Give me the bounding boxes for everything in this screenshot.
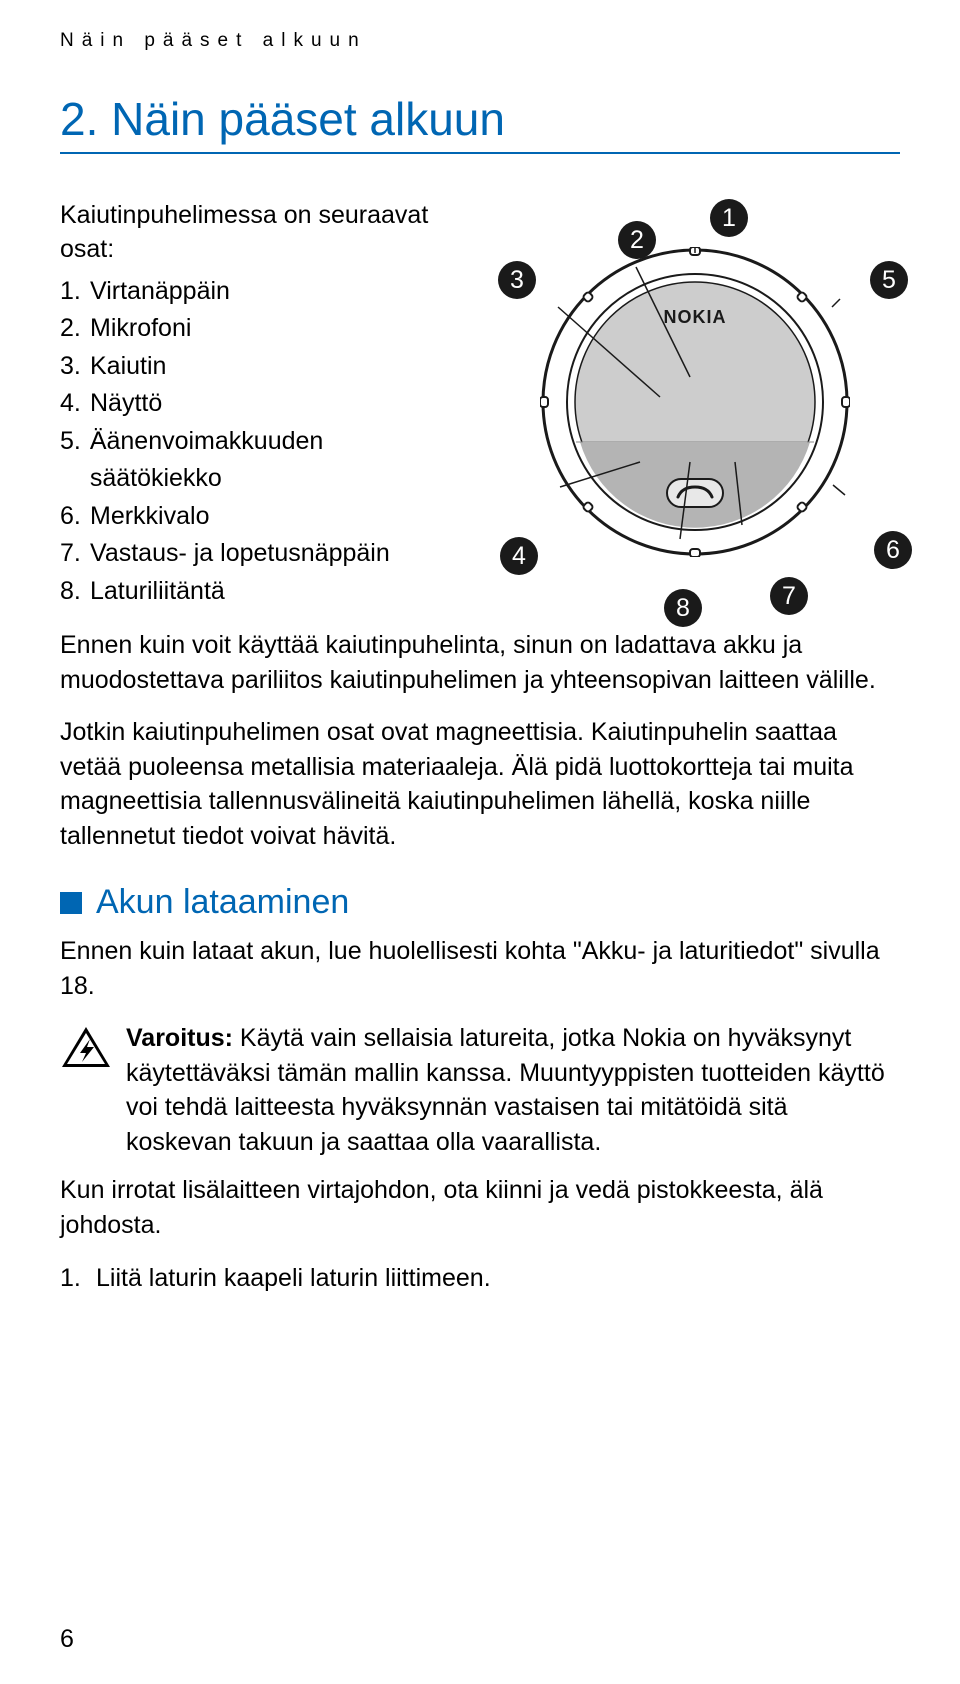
- callout-5: 5: [870, 261, 908, 299]
- part-item: 2.Mikrofoni: [60, 310, 460, 348]
- warning-block: Varoitus: Käytä vain sellaisia latureita…: [60, 1021, 900, 1159]
- device-diagram: 1 2 3 4 5 6 7 8: [460, 199, 920, 639]
- parts-list: 1.Virtanäppäin 2.Mikrofoni 3.Kaiutin 4.N…: [60, 273, 460, 611]
- warning-text: Varoitus: Käytä vain sellaisia latureita…: [126, 1021, 900, 1159]
- running-header: Näin pääset alkuun: [60, 30, 900, 52]
- callout-4: 4: [500, 537, 538, 575]
- callout-8: 8: [664, 589, 702, 627]
- charging-intro: Ennen kuin lataat akun, lue huolellisest…: [60, 934, 900, 1003]
- part-item: 7.Vastaus- ja lopetusnäppäin: [60, 535, 460, 573]
- warning-label: Varoitus:: [126, 1024, 233, 1052]
- section-heading-charging: Akun lataaminen: [60, 883, 900, 922]
- part-item: 4.Näyttö: [60, 385, 460, 423]
- page-number: 6: [60, 1625, 74, 1654]
- brand-label: NOKIA: [664, 307, 727, 327]
- unplug-note: Kun irrotat lisälaitteen virtajohdon, ot…: [60, 1173, 900, 1242]
- callout-3: 3: [498, 261, 536, 299]
- intro-text: Kaiutinpuhelimessa on seuraavat osat:: [60, 199, 460, 267]
- part-item: 5.Äänenvoimakkuuden säätökiekko: [60, 423, 460, 498]
- warning-icon: [60, 1025, 112, 1069]
- part-item: 3.Kaiutin: [60, 348, 460, 386]
- callout-1: 1: [710, 199, 748, 237]
- step-1: 1. Liitä laturin kaapeli laturin liittim…: [60, 1260, 900, 1298]
- part-item: 1.Virtanäppäin: [60, 273, 460, 311]
- callout-7: 7: [770, 577, 808, 615]
- paragraph-magnetic: Jotkin kaiutinpuhelimen osat ovat magnee…: [60, 715, 900, 853]
- callout-6: 6: [874, 531, 912, 569]
- device-svg: NOKIA: [540, 247, 850, 557]
- part-item: 8.Laturiliitäntä: [60, 573, 460, 611]
- part-item: 6.Merkkivalo: [60, 498, 460, 536]
- chapter-title: 2. Näin pääset alkuun: [60, 92, 900, 154]
- heading-square-icon: [60, 892, 82, 914]
